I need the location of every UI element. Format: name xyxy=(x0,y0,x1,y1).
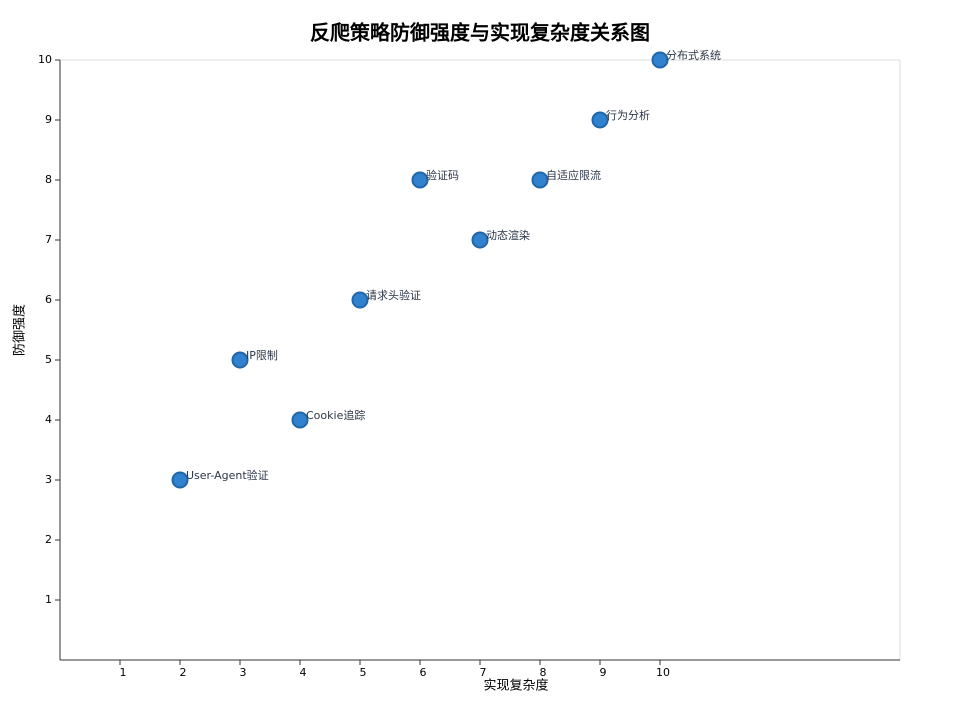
x-tick-label: 4 xyxy=(300,666,307,679)
y-tick-label: 10 xyxy=(38,53,52,66)
y-tick-label: 5 xyxy=(45,353,52,366)
x-tick-label: 6 xyxy=(420,666,427,679)
point xyxy=(651,51,669,69)
y-tick-label: 2 xyxy=(45,533,52,546)
x-tick-label: 9 xyxy=(600,666,607,679)
point-label: User-Agent验证 xyxy=(186,468,269,482)
y-tick-label: 6 xyxy=(45,293,52,306)
x-axis-label: 实现复杂度 xyxy=(483,678,548,694)
point-label: Cookie追踪 xyxy=(306,408,365,422)
point-label: IP限制 xyxy=(246,349,278,362)
y-tick-label: 7 xyxy=(45,233,52,246)
point-label: 分布式系统 xyxy=(666,49,721,62)
y-tick-label: 4 xyxy=(45,413,52,426)
point xyxy=(291,411,309,429)
x-tick-label: 8 xyxy=(540,666,547,679)
point-label: 动态渲染 xyxy=(486,228,530,242)
y-axis-label: 防御强度 xyxy=(12,304,28,356)
x-tick-label: 7 xyxy=(480,666,487,679)
point xyxy=(351,291,369,309)
point-label: 请求头验证 xyxy=(366,288,421,302)
y-tick-label: 8 xyxy=(45,173,52,186)
x-tick-label: 2 xyxy=(180,666,187,679)
point-label: 验证码 xyxy=(426,168,459,182)
y-tick-label: 9 xyxy=(45,113,52,126)
y-tick-label: 3 xyxy=(45,473,52,486)
y-tick-label: 1 xyxy=(45,593,52,606)
point xyxy=(591,111,609,129)
point-label: 行为分析 xyxy=(606,108,650,122)
point xyxy=(411,171,429,189)
point xyxy=(171,471,189,489)
point xyxy=(531,171,549,189)
point xyxy=(231,351,249,369)
point-label: 自适应限流 xyxy=(546,168,601,182)
point xyxy=(471,231,489,249)
x-tick-label: 3 xyxy=(240,666,247,679)
chart-title: 反爬策略防御强度与实现复杂度关系图 xyxy=(310,21,650,45)
x-tick-label: 5 xyxy=(360,666,367,679)
x-tick-label: 10 xyxy=(656,666,670,679)
x-tick-label: 1 xyxy=(120,666,127,679)
